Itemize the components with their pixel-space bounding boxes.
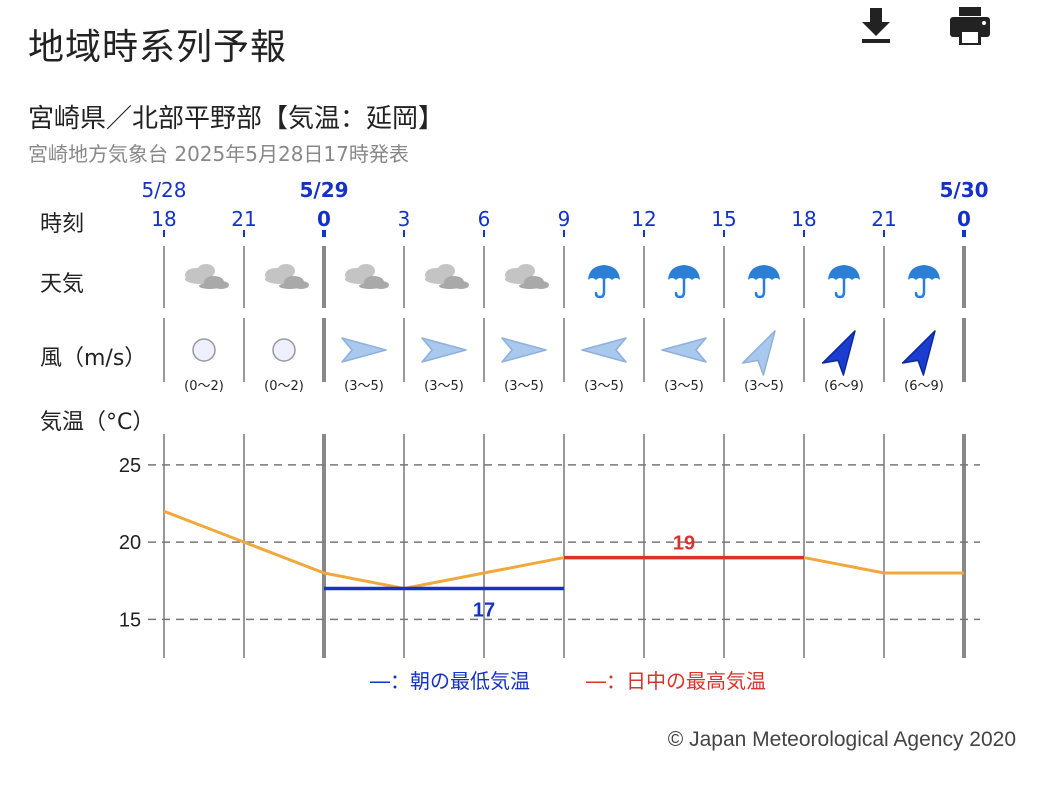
y-tick-label: 25: [119, 455, 141, 477]
wind-speed-label: (3〜5): [424, 379, 464, 394]
umbrella-canopy: [668, 265, 700, 280]
wind-calm-icon: [272, 338, 296, 362]
wind-arrow-shape: [901, 330, 936, 376]
page-title: 地域時系列予報: [28, 27, 288, 68]
umbrella-handle: [674, 276, 686, 299]
cloudy-icon: [345, 264, 389, 289]
umbrella-handle: [914, 276, 926, 299]
wind-speed-label: (6〜9): [824, 379, 864, 394]
legend-min-temp: ―：朝の最低気温: [370, 669, 530, 693]
wind-arrow-shape: [661, 337, 707, 363]
min-temp-label: 17: [473, 599, 495, 621]
cloudy-icon: [265, 264, 309, 289]
umbrella-canopy: [828, 265, 860, 280]
umbrella-canopy: [588, 265, 620, 280]
hour-label: 21: [231, 207, 256, 231]
umbrella-icon: [668, 265, 700, 299]
wind-arrow-icon: [661, 337, 707, 363]
wind-speed-label: (3〜5): [344, 379, 384, 394]
issued-info: 宮崎地方気象台 2025年5月28日17時発表: [28, 142, 409, 166]
wind-speed-label: (3〜5): [664, 379, 704, 394]
hour-label: 18: [151, 207, 176, 231]
wind-speed-label: (3〜5): [744, 379, 784, 394]
wind-speed-label: (3〜5): [584, 379, 624, 394]
hour-label: 21: [871, 207, 896, 231]
wind-calm-icon: [192, 338, 216, 362]
cloud-puff: [359, 283, 381, 289]
copyright: © Japan Meteorological Agency 2020: [667, 728, 1016, 751]
cloud-puff: [199, 283, 221, 289]
forecast-area-title: 宮崎県／北部平野部【気温：延岡】: [28, 104, 445, 134]
wind-arrow-shape: [581, 337, 627, 363]
cloudy-icon: [505, 264, 549, 289]
wind-arrow-icon: [901, 330, 936, 376]
row-label-wind: 風（m/s）: [40, 346, 147, 371]
download-icon: [862, 8, 890, 43]
cloudy-icon: [185, 264, 229, 289]
wind-speed-label: (6〜9): [904, 379, 944, 394]
umbrella-icon: [748, 265, 780, 299]
hour-label: 9: [558, 207, 571, 231]
umbrella-icon: [908, 265, 940, 299]
wind-arrow-icon: [581, 337, 627, 363]
wind-arrow-shape: [741, 330, 776, 376]
date-label: 5/28: [142, 178, 187, 202]
row-label-weather: 天気: [40, 272, 85, 297]
hour-label: 3: [398, 207, 411, 231]
wind-arrow-icon: [821, 330, 856, 376]
cloudy-icon: [425, 264, 469, 289]
hour-label: 0: [317, 207, 331, 231]
umbrella-canopy: [748, 265, 780, 280]
wind-arrow-icon: [501, 337, 547, 363]
date-label: 5/29: [299, 178, 348, 202]
wind-speed-label: (0〜2): [184, 379, 224, 394]
hour-label: 0: [957, 207, 971, 231]
wind-arrow-shape: [341, 337, 387, 363]
date-label: 5/30: [939, 178, 988, 202]
print-button[interactable]: [946, 4, 994, 48]
print-icon: [950, 7, 990, 45]
wind-arrow-shape: [501, 337, 547, 363]
wind-arrow-shape: [821, 330, 856, 376]
cloud-puff: [439, 283, 461, 289]
hour-label: 15: [711, 207, 736, 231]
wind-arrow-icon: [341, 337, 387, 363]
y-tick-label: 20: [119, 532, 141, 554]
umbrella-handle: [754, 276, 766, 299]
wind-arrow-shape: [421, 337, 467, 363]
wind-arrow-icon: [741, 330, 776, 376]
wind-speed-label: (0〜2): [264, 379, 304, 394]
legend-max-temp: ―：日中の最高気温: [586, 669, 766, 693]
umbrella-icon: [828, 265, 860, 299]
cloud-puff: [279, 283, 301, 289]
max-temp-label: 19: [673, 533, 695, 555]
hour-label: 12: [631, 207, 656, 231]
umbrella-handle: [834, 276, 846, 299]
hour-label: 18: [791, 207, 816, 231]
wind-speed-label: (3〜5): [504, 379, 544, 394]
y-tick-label: 15: [119, 609, 141, 631]
row-label-temp: 気温（°C）: [40, 410, 155, 435]
umbrella-handle: [594, 276, 606, 299]
row-label-time: 時刻: [40, 212, 85, 237]
download-button[interactable]: [852, 4, 900, 48]
cloud-puff: [519, 283, 541, 289]
umbrella-icon: [588, 265, 620, 299]
hour-label: 6: [478, 207, 491, 231]
umbrella-canopy: [908, 265, 940, 280]
wind-arrow-icon: [421, 337, 467, 363]
